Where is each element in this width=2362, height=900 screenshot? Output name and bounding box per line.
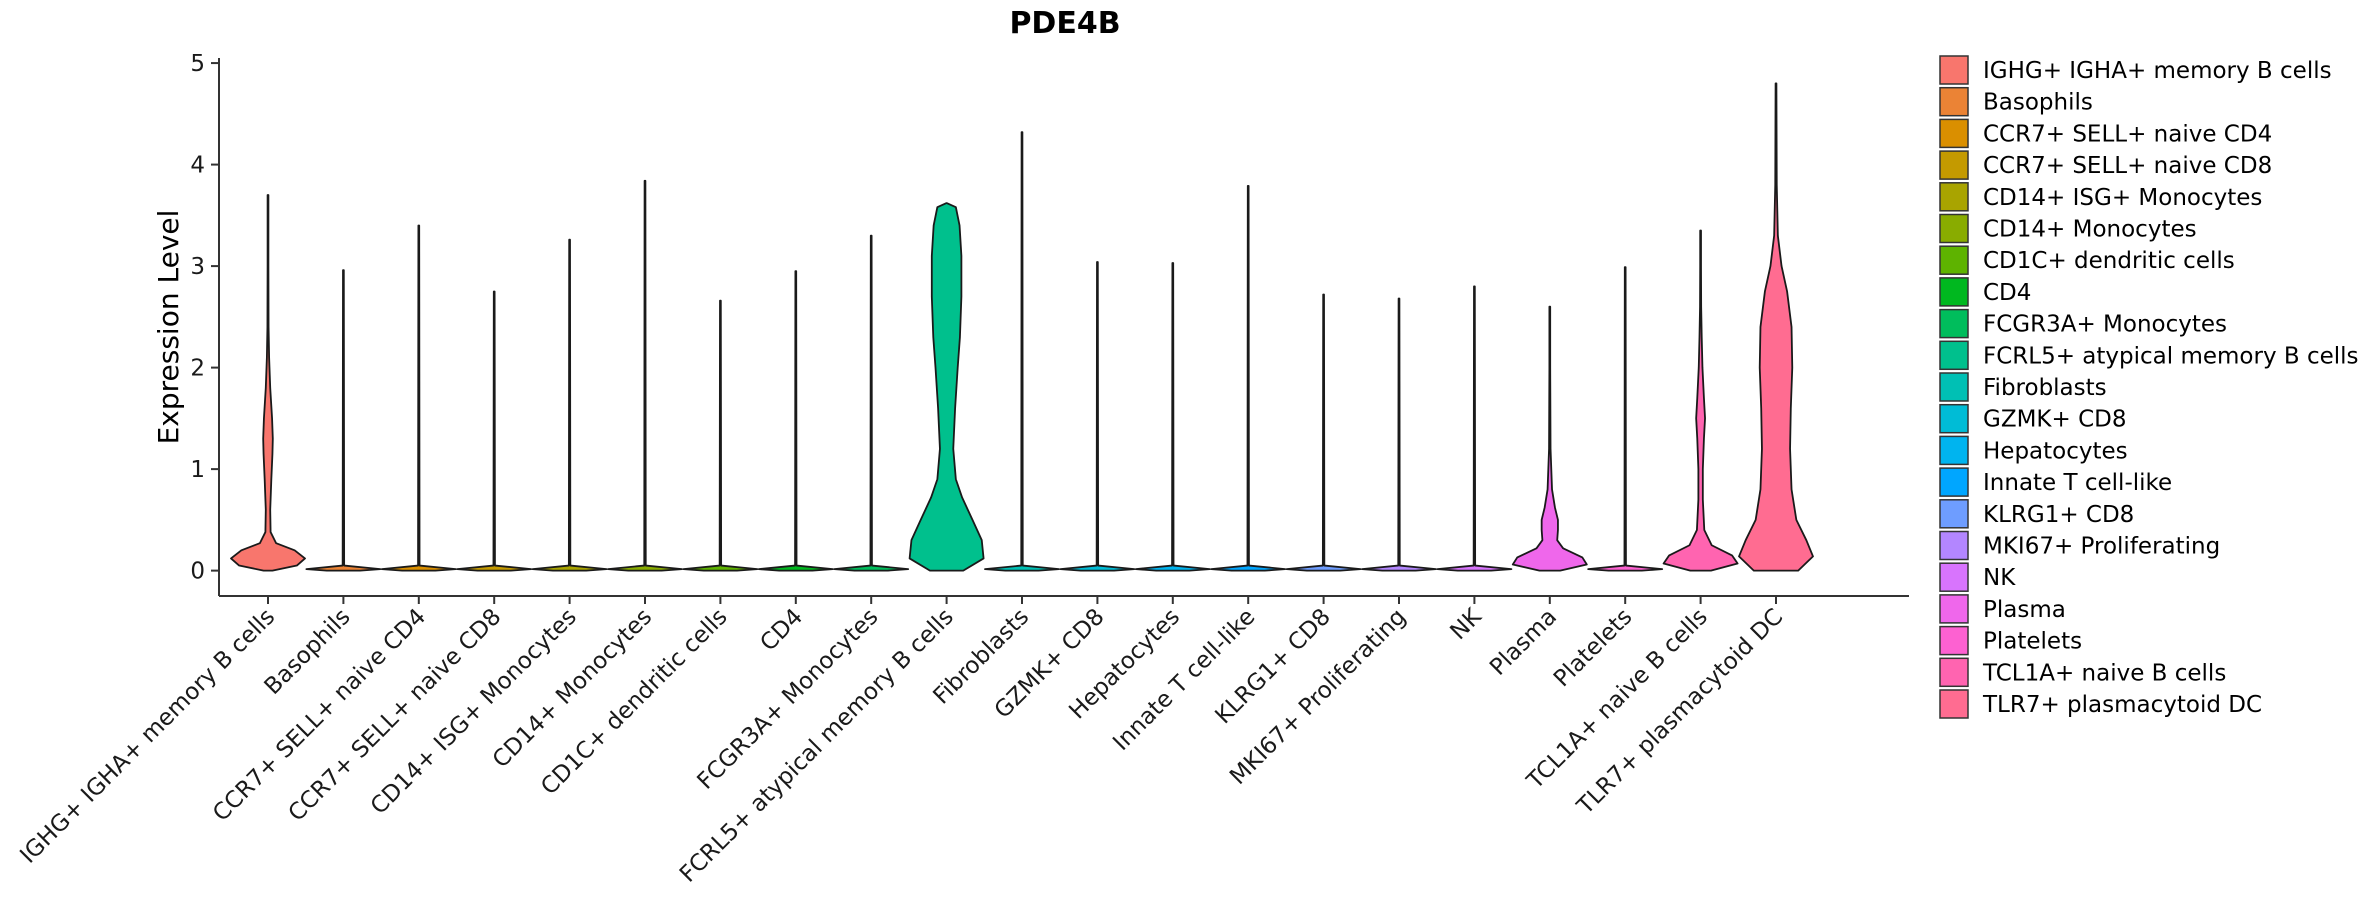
legend-swatch bbox=[1939, 213, 1969, 244]
legend-label: IGHG+ IGHA+ memory B cells bbox=[1983, 58, 2332, 84]
legend-label: Hepatocytes bbox=[1983, 438, 2128, 464]
legend-swatch bbox=[1939, 372, 1969, 402]
y-tick-label: 1 bbox=[190, 457, 205, 483]
legend-swatch bbox=[1939, 55, 1969, 85]
y-tick-label: 4 bbox=[190, 153, 205, 179]
legend-label: TLR7+ plasmacytoid DC bbox=[1982, 692, 2262, 718]
legend-label: NK bbox=[1983, 565, 2016, 591]
legend-swatch bbox=[1939, 499, 1969, 529]
legend: IGHG+ IGHA+ memory B cells Basophils CCR7+… bbox=[1939, 55, 2359, 719]
violin-9 bbox=[908, 202, 985, 572]
legend-swatch bbox=[1939, 118, 1969, 149]
legend-label: Platelets bbox=[1983, 629, 2082, 655]
y-tick-label: 5 bbox=[190, 51, 205, 77]
y-axis-title: Expression Level bbox=[152, 210, 185, 445]
legend-swatch bbox=[1939, 182, 1969, 212]
legend-label: CD4 bbox=[1983, 280, 2031, 306]
legend-swatch bbox=[1939, 308, 1969, 339]
violin-17 bbox=[1511, 305, 1588, 572]
legend-swatch bbox=[1939, 530, 1969, 561]
violin-19 bbox=[1662, 229, 1739, 572]
legend-label: GZMK+ CD8 bbox=[1983, 407, 2127, 433]
legend-swatch bbox=[1939, 467, 1969, 497]
legend-swatch bbox=[1939, 277, 1969, 307]
violin-16 bbox=[1436, 285, 1513, 572]
violin-1 bbox=[305, 269, 382, 572]
legend-swatch bbox=[1939, 625, 1969, 656]
violin-15 bbox=[1361, 297, 1437, 572]
violin-6 bbox=[682, 299, 759, 572]
legend-swatch bbox=[1939, 403, 1969, 434]
legend-label: MKI67+ Proliferating bbox=[1983, 534, 2220, 560]
legend-label: Fibroblasts bbox=[1983, 375, 2107, 401]
y-tick-label: 2 bbox=[190, 356, 205, 382]
legend-label: Plasma bbox=[1983, 597, 2066, 623]
legend-swatch bbox=[1939, 594, 1969, 624]
legend-label: FCRL5+ atypical memory B cells bbox=[1983, 343, 2359, 369]
x-tick-label: FCRL5+ atypical memory B cells bbox=[675, 604, 959, 888]
violin-7 bbox=[757, 270, 834, 572]
violin-3 bbox=[456, 290, 533, 572]
violin-8 bbox=[833, 234, 910, 572]
legend-swatch bbox=[1939, 340, 1969, 371]
legend-label: KLRG1+ CD8 bbox=[1983, 502, 2134, 528]
x-tick-label: NK bbox=[1445, 603, 1487, 645]
legend-swatch bbox=[1939, 657, 1969, 688]
legend-label: CCR7+ SELL+ naive CD8 bbox=[1983, 153, 2272, 179]
legend-label: Innate T cell-like bbox=[1983, 470, 2172, 496]
x-ticks: IGHG+ IGHA+ memory B cellsBasophilsCCR7+… bbox=[15, 596, 1788, 888]
violin-4 bbox=[531, 238, 608, 572]
y-tick-label: 0 bbox=[190, 559, 205, 585]
y-ticks: 0 1 2 3 4 5 bbox=[190, 51, 219, 585]
violin-13 bbox=[1210, 185, 1287, 572]
x-tick-label: CD4 bbox=[755, 604, 808, 657]
chart-title: PDE4B bbox=[1009, 6, 1120, 41]
legend-swatch bbox=[1939, 689, 1969, 719]
violin-20 bbox=[1738, 82, 1814, 572]
legend-swatch bbox=[1939, 86, 1969, 117]
violin-12 bbox=[1134, 262, 1211, 572]
violin-5 bbox=[607, 179, 683, 572]
violin-14 bbox=[1285, 293, 1362, 572]
legend-label: CD14+ ISG+ Monocytes bbox=[1983, 185, 2262, 211]
legend-label: FCGR3A+ Monocytes bbox=[1983, 312, 2227, 338]
violin-11 bbox=[1059, 261, 1136, 572]
legend-label: TCL1A+ naive B cells bbox=[1982, 660, 2226, 686]
violin-0 bbox=[230, 194, 306, 572]
legend-label: CCR7+ SELL+ naive CD4 bbox=[1983, 121, 2272, 147]
legend-swatch bbox=[1939, 245, 1969, 275]
x-tick-label: Plasma bbox=[1485, 604, 1562, 681]
y-tick-label: 3 bbox=[190, 254, 205, 280]
x-tick-label: IGHG+ IGHA+ memory B cells bbox=[15, 604, 280, 869]
legend-label: CD1C+ dendritic cells bbox=[1983, 248, 2235, 274]
legend-label: CD14+ Monocytes bbox=[1983, 217, 2197, 243]
violin-10 bbox=[984, 131, 1060, 572]
violin-2 bbox=[380, 224, 457, 572]
violin-18 bbox=[1587, 266, 1664, 572]
violins bbox=[230, 82, 1814, 572]
legend-swatch bbox=[1939, 150, 1969, 180]
legend-label: Basophils bbox=[1983, 90, 2093, 116]
x-tick-label: Innate T cell-like bbox=[1108, 604, 1260, 756]
legend-swatch bbox=[1939, 562, 1969, 592]
legend-swatch bbox=[1939, 435, 1969, 466]
